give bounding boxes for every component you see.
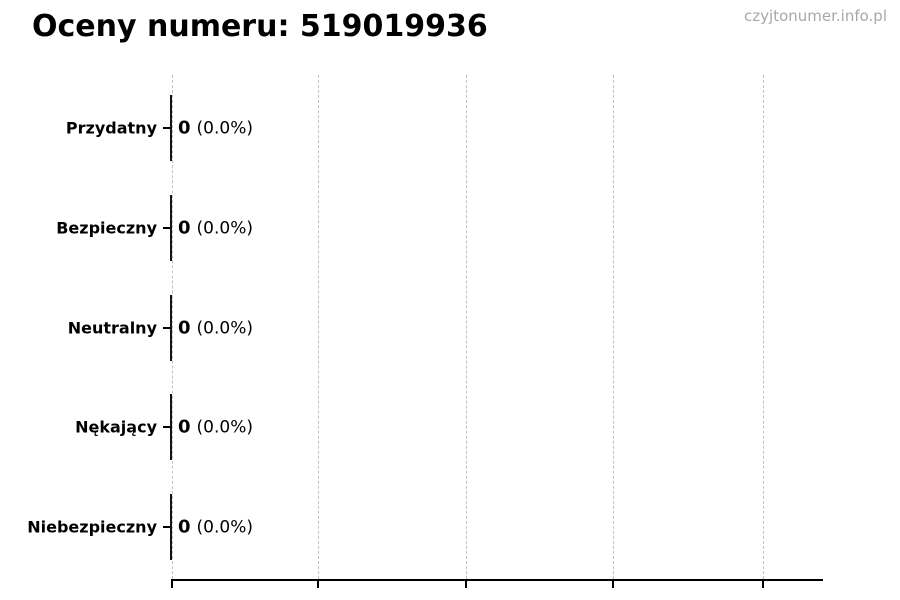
bar-row: Bezpieczny 0 (0.0%) — [0, 195, 900, 261]
bar-value-number: 0 — [178, 117, 191, 139]
category-label: Przydatny — [65, 118, 157, 138]
bar-row: Przydatny 0 (0.0%) — [0, 95, 900, 161]
bar-value-percent: (0.0%) — [196, 318, 253, 339]
bar-value-number: 0 — [178, 217, 191, 239]
bar-value-percent: (0.0%) — [196, 118, 253, 139]
bar-zero-value — [170, 295, 172, 361]
bar-value-label: 0 (0.0%) — [178, 417, 253, 438]
bar-zero-value — [170, 494, 172, 560]
category-label: Nękający — [75, 417, 157, 437]
bar-value-number: 0 — [178, 516, 191, 538]
bar-value-percent: (0.0%) — [196, 218, 253, 239]
gridline-x1 — [318, 75, 319, 579]
x-axis-tick — [612, 581, 614, 588]
y-axis-tick — [163, 526, 171, 528]
y-axis-tick — [163, 426, 171, 428]
bar-value-percent: (0.0%) — [196, 417, 253, 438]
x-axis-tick — [317, 581, 319, 588]
gridline-x2 — [466, 75, 467, 579]
bar-value-percent: (0.0%) — [196, 517, 253, 538]
bar-row: Nękający 0 (0.0%) — [0, 394, 900, 460]
bar-value-label: 0 (0.0%) — [178, 517, 253, 538]
y-axis-tick — [163, 227, 171, 229]
watermark-text: czyjtonumer.info.pl — [744, 7, 887, 25]
bar-value-number: 0 — [178, 317, 191, 339]
y-axis-tick — [163, 327, 171, 329]
category-label: Bezpieczny — [56, 218, 157, 238]
x-axis-line — [171, 579, 823, 581]
bar-value-label: 0 (0.0%) — [178, 318, 253, 339]
bar-zero-value — [170, 195, 172, 261]
chart-title: Oceny numeru: 519019936 — [32, 9, 488, 44]
category-label: Neutralny — [67, 318, 157, 338]
bar-row: Neutralny 0 (0.0%) — [0, 295, 900, 361]
bar-row: Niebezpieczny 0 (0.0%) — [0, 494, 900, 560]
bar-value-label: 0 (0.0%) — [178, 118, 253, 139]
category-label: Niebezpieczny — [27, 517, 157, 537]
bar-value-label: 0 (0.0%) — [178, 218, 253, 239]
gridline-x4 — [763, 75, 764, 579]
y-axis-tick — [163, 127, 171, 129]
plot-area — [171, 75, 823, 588]
x-axis-tick — [171, 581, 173, 588]
x-axis-tick — [465, 581, 467, 588]
x-axis-tick — [762, 581, 764, 588]
bar-zero-value — [170, 394, 172, 460]
bar-zero-value — [170, 95, 172, 161]
gridline-x0 — [172, 75, 173, 579]
bar-value-number: 0 — [178, 416, 191, 438]
gridline-x3 — [613, 75, 614, 579]
